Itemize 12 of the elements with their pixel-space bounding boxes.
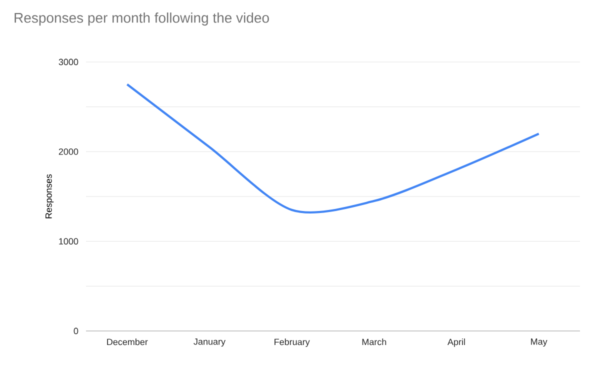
x-tick-label: January	[194, 338, 226, 347]
y-tick-label: 1000	[59, 238, 78, 245]
y-tick-label: 3000	[58, 58, 78, 66]
y-axis-title: Responses	[46, 174, 54, 218]
x-tick-label: February	[274, 338, 310, 347]
x-tick-label: March	[362, 338, 386, 346]
x-tick-label: May	[531, 338, 548, 347]
y-tick-label: 2000	[58, 148, 78, 155]
x-tick-label: December	[107, 338, 148, 346]
chart-title: Responses per month following the video	[14, 12, 269, 26]
y-tick-label: 0	[74, 328, 78, 334]
x-tick-label: April	[448, 338, 465, 347]
